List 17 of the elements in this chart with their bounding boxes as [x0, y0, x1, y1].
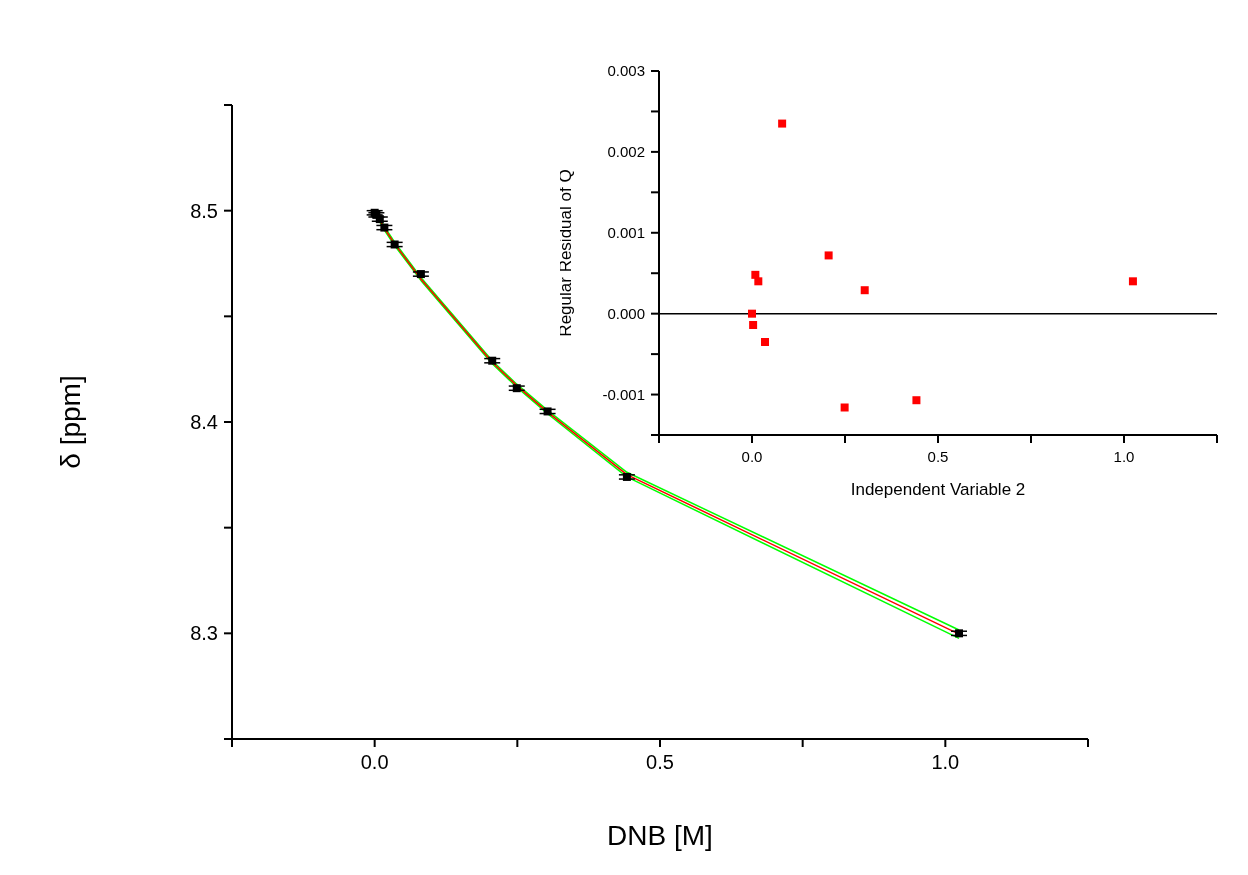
- y-axis-title: δ [ppm]: [54, 375, 86, 469]
- y-tick-label: 8.4: [190, 411, 218, 434]
- x-tick-label: 1.0: [931, 751, 960, 774]
- x-axis-title: Independent Variable 2: [850, 480, 1026, 499]
- y-tick-label: 8.3: [190, 622, 218, 645]
- x-tick-label: 0.0: [741, 447, 763, 465]
- x-tick-label: 0.0: [360, 751, 389, 774]
- x-tick-label: 0.5: [927, 447, 949, 465]
- x-tick-label: 0.5: [646, 751, 674, 774]
- y-tick-label: 8.5: [190, 199, 218, 222]
- y-tick-label: 0.001: [607, 224, 645, 242]
- y-tick-label: -0.001: [602, 385, 645, 403]
- y-tick-label: 0.002: [607, 143, 645, 161]
- y-tick-label: 0.003: [607, 62, 645, 80]
- y-tick-label: 0.000: [607, 304, 645, 322]
- x-axis-title: DNB [M]: [607, 820, 713, 851]
- x-tick-label: 1.0: [1113, 447, 1135, 465]
